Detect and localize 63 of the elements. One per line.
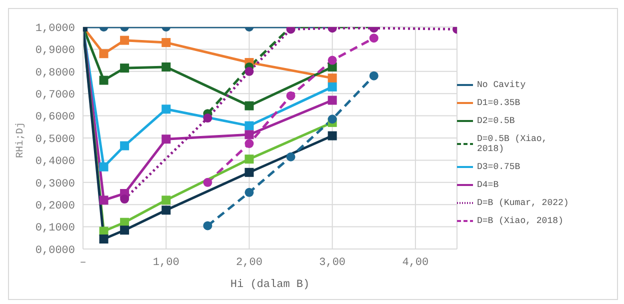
point <box>286 91 296 100</box>
point <box>162 38 171 48</box>
legend-label: D3=0.75B <box>477 162 522 172</box>
y-tick-label: 0,5000 <box>35 134 75 146</box>
point <box>244 139 254 148</box>
point <box>369 71 378 80</box>
legend-label: D4=B <box>477 180 500 190</box>
point <box>162 134 171 144</box>
point <box>244 168 254 177</box>
y-tick-label: 0,3000 <box>35 178 75 190</box>
x-tick-label: 1,00 <box>152 256 180 269</box>
point <box>99 196 108 205</box>
point <box>120 141 130 150</box>
point <box>286 152 296 162</box>
point <box>99 76 108 85</box>
point <box>244 188 254 197</box>
x-tick-label: 3,00 <box>319 256 346 269</box>
legend-label: D=B (Xiao, 2018) <box>477 216 564 226</box>
point <box>328 96 337 105</box>
point <box>244 154 254 164</box>
point <box>99 49 108 58</box>
point <box>244 130 254 140</box>
legend-label: D=B (Kumar, 2022) <box>477 198 570 208</box>
point <box>120 226 130 235</box>
point <box>328 82 337 92</box>
point <box>162 62 171 72</box>
point <box>328 74 337 83</box>
point <box>162 104 171 114</box>
y-tick-label: 0,9000 <box>35 45 75 58</box>
legend-label: D2=0.5B <box>477 116 516 126</box>
y-tick-label: 0,7000 <box>35 90 75 102</box>
y-tick-label: 0,4000 <box>35 156 75 168</box>
point <box>244 66 254 76</box>
legend-label: D=0.5B (Xiao, 2018) <box>477 134 548 154</box>
point <box>328 114 337 124</box>
point <box>203 221 212 230</box>
point <box>162 196 171 205</box>
x-axis-title: Hi (dalam B) <box>230 279 310 291</box>
point <box>162 206 171 215</box>
y-tick-label: 1,0000 <box>35 22 75 35</box>
point <box>369 34 378 43</box>
x-tick-label: 2,00 <box>236 256 262 269</box>
point <box>99 162 108 172</box>
y-tick-label: 0,6000 <box>35 112 75 124</box>
legend-label: D1=0.35B <box>477 98 522 108</box>
point <box>203 114 212 123</box>
y-tick-label: 0,0000 <box>35 244 75 257</box>
point <box>328 56 337 65</box>
y-tick-label: 0,1000 <box>35 222 75 235</box>
point <box>328 131 337 140</box>
point <box>120 64 130 73</box>
y-tick-label: 0,8000 <box>35 67 75 80</box>
y-tick-label: 0,2000 <box>35 200 75 213</box>
point <box>120 36 130 45</box>
point <box>99 234 108 244</box>
point <box>244 121 254 130</box>
legend-label: No Cavity <box>477 80 527 90</box>
point <box>120 194 130 204</box>
point <box>244 101 254 110</box>
x-tick-label: – <box>80 256 86 269</box>
x-tick-label: 4,00 <box>402 256 429 269</box>
y-axis-title: RHi;Dj <box>14 122 27 158</box>
point <box>203 178 212 187</box>
